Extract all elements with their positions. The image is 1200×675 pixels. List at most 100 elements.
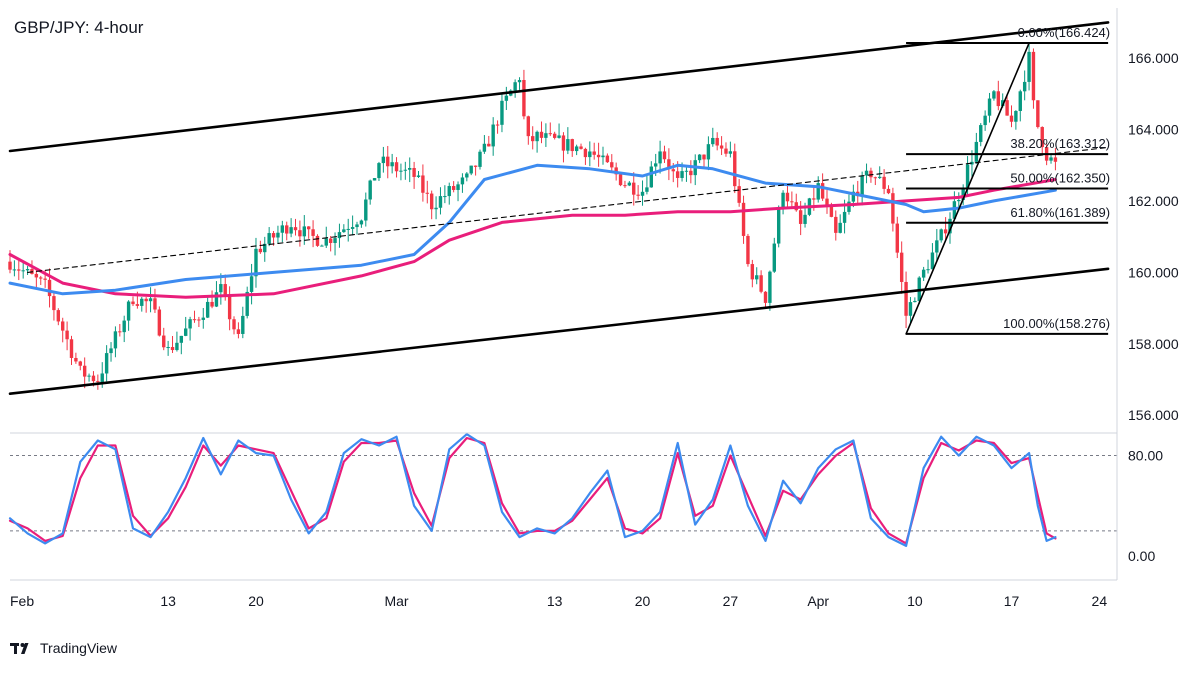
candle [39,275,43,285]
candle [728,141,733,158]
candle-body [311,229,315,236]
candle [342,224,346,233]
candle-body [491,124,495,147]
candle [623,180,627,188]
candle-body [157,309,162,336]
candle [544,123,548,147]
candle [451,181,456,193]
candle-body [192,319,197,321]
price-tick-label: 164.000 [1128,122,1179,138]
candle-body [566,139,570,151]
candle-body [460,177,465,185]
candle-body [557,135,561,138]
candle [333,232,337,256]
candle-body [592,151,596,155]
candle [935,228,939,263]
candle [355,221,359,235]
candle [781,190,785,215]
candle-body [126,301,131,321]
candle [878,166,882,180]
candle-body [504,95,509,101]
candle [210,290,214,309]
candle [1049,154,1053,164]
candle [443,185,447,204]
candle-body [627,182,632,186]
candle [65,321,69,351]
candle [447,182,451,205]
candle-body [148,298,153,302]
candle-body [429,193,434,210]
candle-body [987,98,992,116]
candle-body [96,381,100,383]
candle-body [798,210,803,224]
candle [280,220,285,243]
candle-body [47,279,52,297]
candle-body [842,211,847,223]
candle-body [662,151,667,160]
candle [104,345,109,382]
candle-body [588,151,592,158]
candle [17,260,21,281]
candle [952,191,957,219]
candle [460,173,465,193]
candle [495,120,500,134]
candle [315,234,320,247]
stoch-k-line [8,433,1057,548]
candle [697,154,702,164]
price-tick-label: 160.000 [1128,264,1179,280]
candle-body [741,202,746,236]
candle [372,177,377,181]
candle [601,146,605,165]
candle [816,176,820,203]
candle-body [1005,100,1009,116]
candle-body [456,184,460,190]
candle-body [91,375,96,382]
candle-body [899,252,904,282]
candle-body [684,170,689,172]
candle [78,360,82,371]
tradingview-brand[interactable]: TradingView [10,640,117,656]
candle [987,92,992,123]
candle [794,193,798,212]
candle-body [1040,127,1044,148]
candle-body [197,319,201,321]
candle-body [43,278,47,280]
candle-body [82,365,87,377]
candle-body [25,269,30,271]
candle [733,143,737,194]
candle-body [680,171,684,178]
candle-body [346,228,350,230]
candle [408,157,412,183]
candle-body [851,191,856,202]
candle [306,226,311,239]
candle [131,296,135,307]
candle [69,335,74,365]
candle-body [232,319,236,330]
candle [394,157,399,178]
candle [702,154,706,167]
time-tick-label: 10 [907,593,923,609]
candle-body [605,155,610,163]
candle-body [812,198,816,200]
candle-body [847,201,851,212]
price-tick-label: 156.000 [1128,407,1179,423]
candle [755,267,759,285]
candle [895,216,899,259]
candle [311,220,315,248]
candle-body [750,264,755,280]
candle [412,161,416,189]
fib-level-label: 100.00%(158.276) [1003,316,1110,331]
candle [548,122,552,137]
candle-body [552,133,557,138]
candle-body [992,91,996,99]
candle-body [227,295,232,320]
candle [535,130,539,153]
candle [276,225,280,244]
candle [579,143,583,150]
candle-body [755,275,759,280]
time-tick-label: 20 [248,593,264,609]
candle [12,260,17,277]
candle-body [921,269,926,278]
candle [175,331,179,352]
channel-midline-dashed [27,146,1109,273]
